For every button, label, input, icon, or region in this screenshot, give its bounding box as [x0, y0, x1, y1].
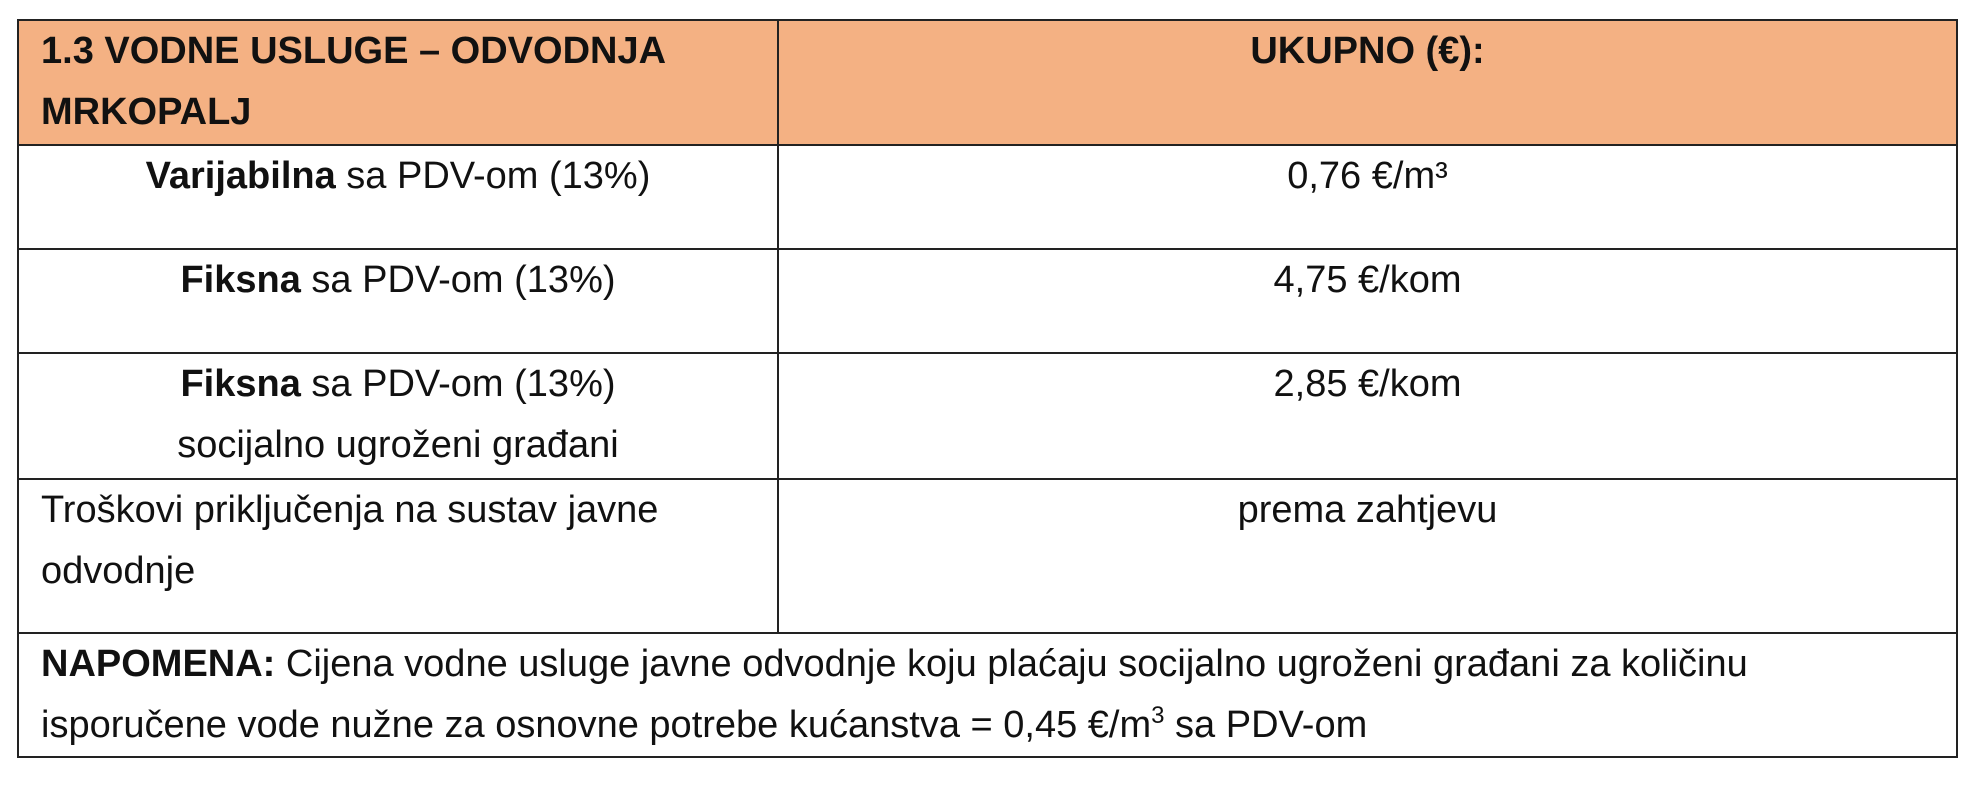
note-row: NAPOMENA: Cijena vodne usluge javne odvo…: [17, 632, 1958, 758]
row-value-cell: 2,85 €/kom: [777, 352, 1958, 480]
row-value-cell: prema zahtjevu: [777, 478, 1958, 634]
total-header-cell: UKUPNO (€):: [777, 19, 1958, 146]
header-row: 1.3 VODNE USLUGE – ODVODNJA MRKOPALJ UKU…: [17, 19, 1958, 146]
row-label-line2: odvodnje: [41, 550, 196, 592]
note-text-line2: isporučene vode nužne za osnovne potrebe…: [41, 704, 1152, 746]
row-label-rest: sa PDV-om (13%): [335, 155, 651, 197]
row-label-cell: Fiksna sa PDV-om (13%) socijalno ugrožen…: [17, 352, 779, 480]
note-label: NAPOMENA:: [41, 643, 276, 685]
row-label-cell: Troškovi priključenja na sustav javne od…: [17, 478, 779, 634]
table-row: Fiksna sa PDV-om (13%) socijalno ugrožen…: [17, 352, 1958, 480]
row-label-cell: Varijabilna sa PDV-om (13%): [17, 144, 779, 250]
row-label-line1: Troškovi priključenja na sustav javne: [41, 489, 659, 531]
row-value-cell: 4,75 €/kom: [777, 248, 1958, 354]
row-label-rest: sa PDV-om (13%): [300, 363, 616, 405]
note-text-line2-end: sa PDV-om: [1164, 704, 1368, 746]
note-superscript: 3: [1151, 702, 1165, 729]
section-title-line1: 1.3 VODNE USLUGE – ODVODNJA: [41, 30, 667, 72]
table-row: Varijabilna sa PDV-om (13%) 0,76 €/m³: [17, 144, 1958, 250]
row-label-rest: sa PDV-om (13%): [300, 259, 616, 301]
table-row: Fiksna sa PDV-om (13%) 4,75 €/kom: [17, 248, 1958, 354]
note-cell: NAPOMENA: Cijena vodne usluge javne odvo…: [17, 632, 1958, 758]
row-label-bold: Varijabilna: [145, 155, 336, 197]
section-title-line2: MRKOPALJ: [41, 91, 252, 133]
row-label-bold: Fiksna: [180, 363, 301, 405]
row-label-cell: Fiksna sa PDV-om (13%): [17, 248, 779, 354]
row-label-line2: socijalno ugroženi građani: [177, 424, 619, 466]
section-title-cell: 1.3 VODNE USLUGE – ODVODNJA MRKOPALJ: [17, 19, 779, 146]
row-value-cell: 0,76 €/m³: [777, 144, 1958, 250]
row-label-bold: Fiksna: [180, 259, 301, 301]
table-row: Troškovi priključenja na sustav javne od…: [17, 478, 1958, 634]
note-text-line1: Cijena vodne usluge javne odvodnje koju …: [275, 643, 1748, 685]
price-table: 1.3 VODNE USLUGE – ODVODNJA MRKOPALJ UKU…: [17, 19, 1958, 758]
